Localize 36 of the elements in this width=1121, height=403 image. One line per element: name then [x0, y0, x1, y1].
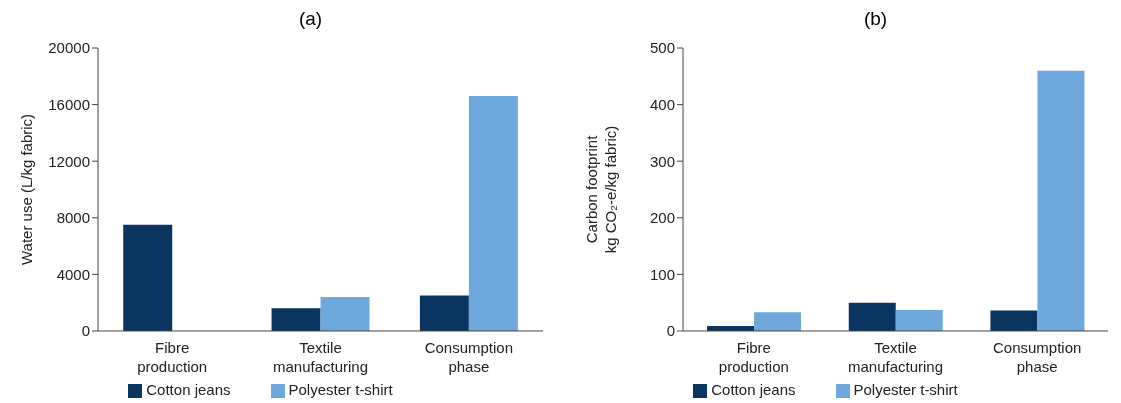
bar — [754, 312, 802, 331]
y-tick-label: 300 — [649, 152, 675, 170]
bar — [895, 310, 943, 331]
y-tick-label: 20000 — [48, 39, 90, 57]
bar — [419, 295, 469, 331]
y-tick-label: 200 — [649, 209, 675, 227]
x-tick-label: Consumption phase — [992, 338, 1082, 375]
y-tick-label: 8000 — [56, 209, 90, 227]
x-tick-label: Textile manufacturing — [847, 338, 944, 375]
chart-title: (b) — [862, 8, 889, 31]
x-tick-label: Textile manufacturing — [272, 338, 369, 375]
legend-label: Polyester t-shirt — [288, 380, 393, 398]
y-tick-label: 500 — [649, 39, 675, 57]
y-tick-label: 0 — [81, 322, 90, 340]
legend-label: Polyester t-shirt — [853, 380, 958, 398]
y-tick-label: 100 — [649, 265, 675, 283]
bar — [990, 310, 1038, 331]
x-tick-label: Fibre production — [137, 338, 208, 375]
bar — [1037, 70, 1085, 331]
y-axis-title: Water use (L/kg fabric) — [18, 113, 35, 266]
y-tick-label: 16000 — [48, 95, 90, 113]
bar — [320, 297, 370, 331]
y-axis-title: Carbon footprint kg CO₂-e/kg fabric) — [583, 125, 619, 254]
legend-label: Cotton jeans — [711, 380, 796, 398]
y-tick-label: 400 — [649, 95, 675, 113]
y-tick-label: 4000 — [56, 265, 90, 283]
bar — [123, 224, 173, 331]
bar — [848, 302, 896, 331]
chart-title: (a) — [297, 8, 324, 31]
legend-label: Cotton jeans — [146, 380, 231, 398]
y-tick-label: 12000 — [48, 152, 90, 170]
bar — [468, 96, 518, 331]
x-tick-label: Consumption phase — [424, 338, 514, 375]
x-tick-label: Fibre production — [718, 338, 789, 375]
y-tick-label: 0 — [666, 322, 675, 340]
bar — [271, 308, 321, 331]
